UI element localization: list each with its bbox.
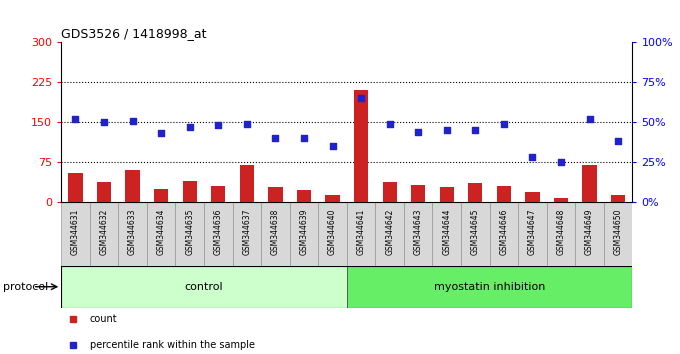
Point	[127, 118, 138, 124]
Text: GSM344646: GSM344646	[499, 208, 509, 255]
Point	[99, 119, 109, 125]
FancyBboxPatch shape	[547, 202, 575, 266]
FancyBboxPatch shape	[404, 202, 432, 266]
FancyBboxPatch shape	[147, 202, 175, 266]
FancyBboxPatch shape	[90, 202, 118, 266]
Bar	[268, 188, 282, 202]
Point	[613, 138, 624, 144]
FancyBboxPatch shape	[432, 202, 461, 266]
FancyBboxPatch shape	[233, 202, 261, 266]
Bar	[554, 198, 568, 202]
FancyBboxPatch shape	[604, 202, 632, 266]
Point	[384, 121, 395, 127]
FancyBboxPatch shape	[261, 202, 290, 266]
Text: myostatin inhibition: myostatin inhibition	[434, 282, 545, 292]
Text: GSM344631: GSM344631	[71, 208, 80, 255]
Bar	[354, 90, 368, 202]
Text: control: control	[185, 282, 223, 292]
Bar	[296, 190, 311, 202]
FancyBboxPatch shape	[575, 202, 604, 266]
Text: GSM344641: GSM344641	[356, 208, 366, 255]
Bar	[154, 188, 168, 202]
Point	[441, 127, 452, 133]
Point	[498, 121, 509, 127]
Point	[156, 131, 167, 136]
Point	[299, 135, 309, 141]
Bar	[496, 186, 511, 202]
Bar	[211, 186, 225, 202]
Point	[413, 129, 424, 135]
Text: GSM344648: GSM344648	[556, 208, 566, 255]
Point	[527, 154, 538, 160]
FancyBboxPatch shape	[318, 202, 347, 266]
Point	[70, 116, 81, 122]
FancyBboxPatch shape	[347, 202, 375, 266]
Point	[270, 135, 281, 141]
Text: GDS3526 / 1418998_at: GDS3526 / 1418998_at	[61, 27, 207, 40]
Text: GSM344635: GSM344635	[185, 208, 194, 255]
Text: GSM344638: GSM344638	[271, 208, 280, 255]
Bar	[582, 165, 596, 202]
Point	[470, 127, 481, 133]
FancyBboxPatch shape	[175, 202, 204, 266]
Bar	[525, 192, 539, 202]
FancyBboxPatch shape	[61, 202, 90, 266]
Bar	[382, 182, 396, 202]
Bar	[411, 185, 425, 202]
Text: GSM344649: GSM344649	[585, 208, 594, 255]
Bar	[182, 181, 197, 202]
Text: GSM344633: GSM344633	[128, 208, 137, 255]
FancyBboxPatch shape	[61, 266, 347, 308]
Text: percentile rank within the sample: percentile rank within the sample	[90, 340, 255, 350]
Bar	[97, 182, 111, 202]
Text: GSM344643: GSM344643	[413, 208, 423, 255]
Point	[584, 116, 595, 122]
Text: GSM344640: GSM344640	[328, 208, 337, 255]
Bar	[468, 183, 482, 202]
Text: GSM344647: GSM344647	[528, 208, 537, 255]
Point	[213, 122, 224, 128]
Bar	[325, 195, 339, 202]
Point	[241, 121, 252, 127]
Point	[556, 159, 566, 165]
FancyBboxPatch shape	[290, 202, 318, 266]
FancyBboxPatch shape	[461, 202, 490, 266]
FancyBboxPatch shape	[518, 202, 547, 266]
Text: GSM344650: GSM344650	[613, 208, 623, 255]
Bar	[611, 195, 625, 202]
Text: GSM344642: GSM344642	[385, 208, 394, 255]
Text: GSM344637: GSM344637	[242, 208, 252, 255]
Bar	[239, 165, 254, 202]
Point	[356, 96, 367, 101]
Text: count: count	[90, 314, 118, 325]
Text: GSM344636: GSM344636	[214, 208, 223, 255]
Text: GSM344634: GSM344634	[156, 208, 166, 255]
FancyBboxPatch shape	[347, 266, 632, 308]
Text: GSM344644: GSM344644	[442, 208, 452, 255]
FancyBboxPatch shape	[118, 202, 147, 266]
Text: protocol: protocol	[3, 282, 49, 292]
Bar	[439, 187, 454, 202]
Point	[327, 143, 338, 149]
Bar	[68, 172, 82, 202]
Text: GSM344639: GSM344639	[299, 208, 309, 255]
FancyBboxPatch shape	[490, 202, 518, 266]
FancyBboxPatch shape	[375, 202, 404, 266]
Bar	[125, 170, 139, 202]
Point	[184, 124, 195, 130]
FancyBboxPatch shape	[204, 202, 233, 266]
Text: GSM344645: GSM344645	[471, 208, 480, 255]
Text: GSM344632: GSM344632	[99, 208, 109, 255]
